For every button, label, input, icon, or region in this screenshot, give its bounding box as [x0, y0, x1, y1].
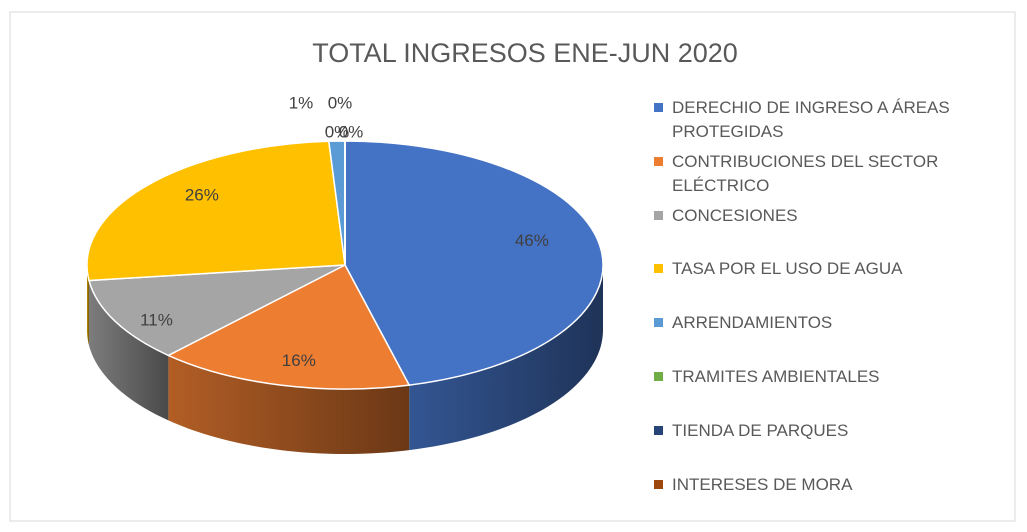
legend-label: CONCESIONES [672, 205, 798, 225]
legend-swatch [654, 318, 663, 328]
pie-side [409, 265, 603, 451]
data-label: 1% [289, 93, 314, 112]
chart-title: TOTAL INGRESOS ENE-JUN 2020 [312, 38, 738, 68]
data-label: 0% [328, 93, 353, 112]
pie-side [168, 355, 410, 454]
data-label: 26% [185, 186, 219, 205]
pie-side [87, 265, 90, 346]
pie-slice [86, 140, 346, 282]
legend-label: INTERESES DE MORA [672, 474, 853, 494]
pie-slice [166, 263, 411, 390]
data-label: 11% [140, 311, 173, 330]
data-label: 0% [339, 122, 364, 141]
data-label: 16% [282, 351, 316, 370]
legend-swatch [654, 156, 663, 166]
legend-swatch [654, 372, 663, 381]
legend-swatch [654, 210, 663, 220]
legend-label: DERECHIO DE INGRESO A ÁREAS PROTEGIDAS [672, 98, 950, 141]
legend-swatch [654, 264, 663, 274]
legend-label: CONTRIBUCIONES DEL SECTOR ELÉCTRICO [672, 151, 939, 195]
legend-label: TIENDA DE PARQUES [672, 420, 849, 440]
data-label: 0% [325, 122, 350, 141]
legend-label: TASA POR EL USO DE AGUA [672, 259, 903, 279]
legend-swatch [654, 425, 663, 435]
legend-label: ARRENDAMIENTOS [672, 313, 833, 333]
legend-swatch [654, 103, 663, 112]
data-label: 46% [515, 231, 549, 250]
pie-slice [344, 140, 604, 386]
legend-swatch [654, 479, 663, 489]
pie-slice [88, 264, 346, 357]
legend-label: TRAMITES AMBIENTALES [672, 367, 880, 386]
